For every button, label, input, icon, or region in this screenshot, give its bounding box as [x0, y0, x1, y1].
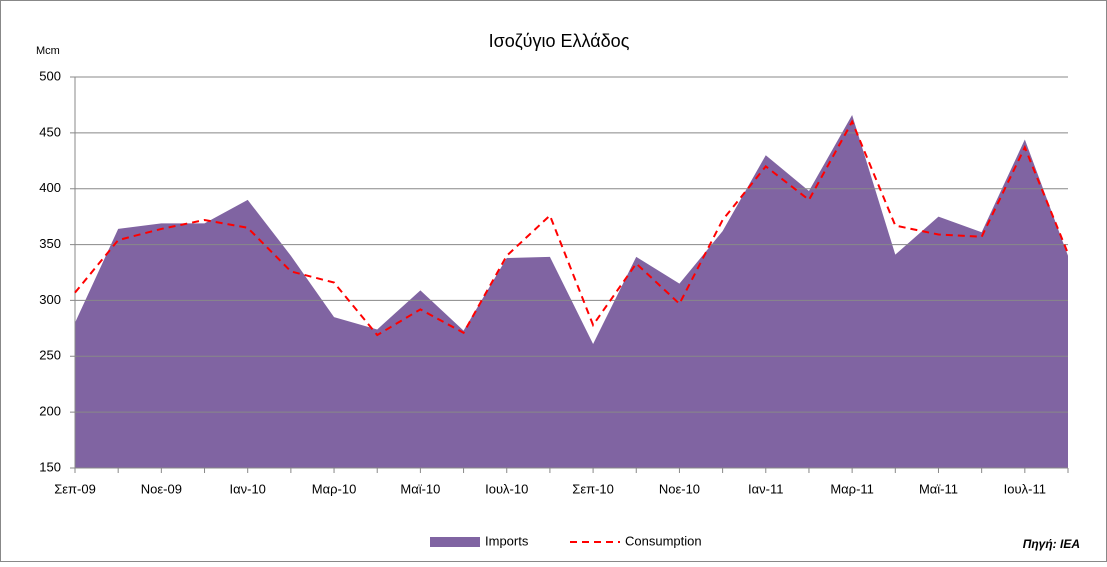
x-tick-label: Μαϊ-10	[400, 481, 440, 496]
y-axis-label: Mcm	[36, 45, 60, 57]
legend-swatch	[430, 537, 480, 547]
source: Πηγή: IEA	[1023, 537, 1080, 551]
y-tick-label: 250	[39, 348, 61, 363]
area	[75, 114, 1068, 469]
x-tick-label: Ιουλ-10	[485, 481, 528, 496]
x-tick-label: Μαρ-11	[830, 481, 874, 496]
y-tick-label: 150	[39, 459, 61, 474]
x-tick-label: Μαϊ-11	[919, 481, 958, 496]
x-tick-label: Νοε-10	[659, 481, 700, 496]
y-tick-label: 350	[39, 236, 61, 251]
chart-title: Ισοζύγιο Ελλάδος	[489, 31, 630, 51]
y-tick-label: 450	[39, 124, 61, 139]
x-tick-label: Σεπ-09	[54, 481, 96, 496]
x-tick-label: Ιουλ-11	[1004, 481, 1046, 496]
y-tick-label: 300	[39, 292, 61, 307]
legend-label: Imports	[485, 533, 529, 548]
x-tick-label: Ιαν-10	[229, 481, 265, 496]
line	[74, 119, 1069, 337]
y-tick-label: 200	[39, 404, 61, 419]
x-tick-label: Σεπ-10	[572, 481, 614, 496]
x-tick-label: Νοε-09	[141, 481, 182, 496]
y-tick-label: 400	[39, 180, 61, 195]
y-tick-label: 500	[39, 68, 61, 83]
legend-label: Consumption	[625, 533, 702, 548]
x-tick-label: Μαρ-10	[312, 481, 357, 496]
x-tick-label: Ιαν-11	[748, 481, 783, 496]
